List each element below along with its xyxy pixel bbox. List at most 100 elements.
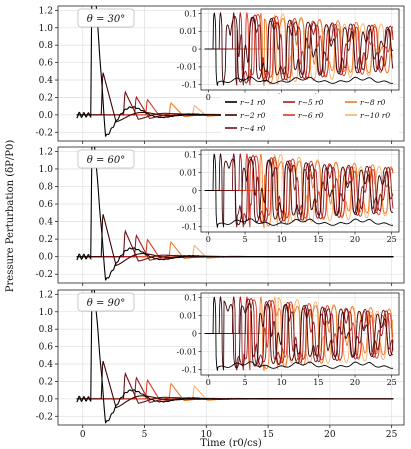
main-series-group <box>76 147 394 281</box>
inset-x-tick-label: 25 <box>387 378 397 387</box>
inset-frame <box>200 149 400 233</box>
x-tick-label: 25 <box>386 430 398 440</box>
inset-x-tick-label: 25 <box>387 235 397 244</box>
y-tick-label: 1.2 <box>39 6 53 16</box>
inset-x-tick-label: 0 <box>206 378 211 387</box>
x-tick-label: 5 <box>142 430 148 440</box>
y-tick-label: 0.4 <box>39 218 54 228</box>
y-tick-label: 0.6 <box>39 343 54 353</box>
series-line-1r0 <box>76 147 394 281</box>
x-tick-label: 15 <box>262 430 274 440</box>
y-tick-label: 0.8 <box>39 182 54 192</box>
legend-entry-8r0: r∼8 r0 <box>360 98 386 107</box>
inset-y-tick-label: 0.1 <box>184 150 197 159</box>
inset-x-tick-label: 10 <box>277 235 287 244</box>
legend-entry-1r0: r∼1 r0 <box>240 98 266 107</box>
theta-annotation-box <box>77 149 135 169</box>
inset-y-tick-label: 0.01 <box>179 27 197 36</box>
inset-y-tick-label: -0.1 <box>182 365 197 374</box>
inset-y-tick-label: -0.01 <box>176 347 197 356</box>
inset-x-tick-label: 10 <box>277 378 287 387</box>
inset-y-tick-label: 0 <box>192 45 197 54</box>
series-line-1r0 <box>76 290 394 424</box>
legend-entry-4r0: r∼4 r0 <box>240 124 266 133</box>
inset-theta-90: 0.1 0.01 0 -0.01 -0.1 0 5 10 15 20 25 <box>176 292 400 387</box>
inset-series-line-2r0 <box>204 12 394 86</box>
x-axis-label: Time (r0/cs) <box>200 438 262 449</box>
inset-frame <box>200 292 400 376</box>
legend-background <box>221 94 399 138</box>
inset-series-line-1r0 <box>204 296 394 371</box>
y-tick-label: 0.0 <box>39 253 54 263</box>
y-tick-label: -0.2 <box>36 128 53 138</box>
panel-theta-60: -0.20.00.20.40.60.81.01.2θ = 60°0.10.010… <box>36 146 405 286</box>
x-tick-label: 10 <box>201 430 213 440</box>
theta-annotation: θ = 90° <box>87 298 125 309</box>
inset-series-group <box>204 153 394 229</box>
y-tick-label: -0.2 <box>36 270 53 280</box>
y-tick-label: 0.2 <box>39 235 53 245</box>
y-tick-label: 0.4 <box>39 360 54 370</box>
inset-series-line-4r0 <box>204 296 394 371</box>
inset-frame <box>200 8 400 91</box>
inset-y-tick-label: -0.1 <box>182 222 197 231</box>
inset-x-tick-label: 20 <box>350 235 360 244</box>
legend-entry-6r0: r∼6 r0 <box>298 111 324 120</box>
legend: r∼1 r0 r∼2 r0 r∼4 r0 r∼5 r0 r∼6 r0 r∼8 r0 r∼10… <box>221 94 399 138</box>
inset-series-line-1r0 <box>204 153 394 228</box>
inset-y-tick-label: -0.01 <box>176 63 197 72</box>
inset-series-line-4r0 <box>204 12 394 86</box>
inset-y-tick-label: 0 <box>192 329 197 338</box>
inset-x-tick-label: 5 <box>242 235 247 244</box>
y-tick-label: 0.2 <box>39 93 53 103</box>
inset-series-line-1r0 <box>204 12 394 86</box>
inset-series-group <box>204 296 394 372</box>
inset-x-tick-label: 15 <box>313 235 323 244</box>
inset-series-group <box>204 12 394 87</box>
y-tick-label: 1.2 <box>39 147 53 157</box>
inset-x-tick-label: 15 <box>313 378 323 387</box>
inset-y-tick-label: 0.01 <box>179 168 197 177</box>
y-tick-label: 1.0 <box>39 24 54 34</box>
inset-x-tick-label: 20 <box>350 378 360 387</box>
plot-frame <box>57 5 405 142</box>
inset-series-line-5r0 <box>204 153 394 228</box>
theta-annotation: θ = 60° <box>87 155 125 166</box>
y-tick-label: 0.8 <box>39 325 54 335</box>
inset-theta-60: 0.1 0.01 0 -0.01 -0.1 0 5 10 15 20 25 <box>176 149 400 244</box>
y-tick-label: 1.0 <box>39 308 54 318</box>
theta-annotation: θ = 30° <box>87 14 125 25</box>
panel-theta-90: -0.2 0.0 0.2 0.4 0.6 0.8 1.0 1.2 0 5 10 15 20 25 θ = 9… <box>36 289 405 440</box>
inset-series-line-2r0 <box>204 153 394 228</box>
plot-frame <box>57 146 405 284</box>
inset-y-tick-label: 0.1 <box>184 9 197 18</box>
inset-x-tick-label: 5 <box>242 378 247 387</box>
main-series-group <box>76 290 394 424</box>
legend-entry-10r0: r∼10 r0 <box>360 111 390 120</box>
inset-y-tick-label: 0.01 <box>179 311 197 320</box>
plot-frame <box>57 289 405 426</box>
theta-annotation-box <box>77 292 135 312</box>
y-axis-label: Pressure Perturbation (δP/P0) <box>5 140 16 293</box>
inset-series-line-2r0 <box>204 296 394 371</box>
inset-y-tick-label: 0.1 <box>184 293 197 302</box>
y-tick-label: 0.8 <box>39 41 54 51</box>
legend-entry-5r0: r∼5 r0 <box>298 98 324 107</box>
inset-y-tick-label: -0.01 <box>176 204 197 213</box>
y-tick-label: 0.0 <box>39 111 54 121</box>
panel-theta-30: -0.2 0.0 0.2 0.4 0.6 0.8 1.0 1.2 θ = 30° 0.1 0.01 0… <box>36 5 405 144</box>
x-tick-label: 0 <box>80 430 86 440</box>
legend-entry-2r0: r∼2 r0 <box>240 111 266 120</box>
y-tick-label: 1.0 <box>39 165 54 175</box>
y-tick-label: 0.2 <box>39 377 53 387</box>
y-tick-label: -0.2 <box>36 412 53 422</box>
y-tick-label: 0.0 <box>39 395 54 405</box>
y-tick-label: 0.6 <box>39 200 54 210</box>
x-tick-label: 20 <box>324 430 336 440</box>
y-tick-label: 0.4 <box>39 76 54 86</box>
theta-annotation-box <box>77 8 135 28</box>
y-tick-label: 1.2 <box>39 290 53 300</box>
y-tick-label: 0.6 <box>39 59 54 69</box>
